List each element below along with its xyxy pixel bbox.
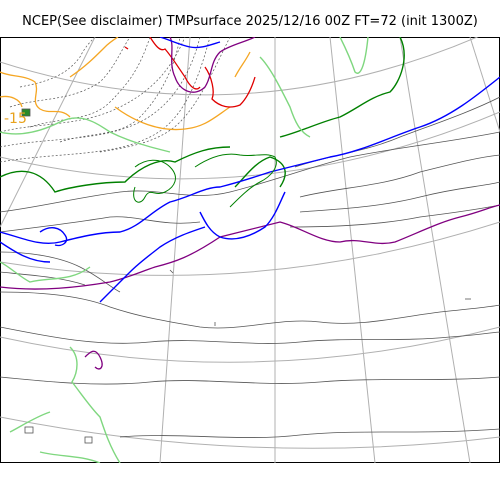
latitude-line xyxy=(0,416,500,449)
dotted-isotherms xyxy=(0,36,231,163)
map-title: NCEP(See disclaimer) TMPsurface 2025/12/… xyxy=(22,14,478,29)
longitude-line xyxy=(469,36,500,133)
latitude-line xyxy=(0,326,500,363)
longitude-lines xyxy=(0,36,500,464)
orange-isotherms xyxy=(0,36,251,131)
longitude-line xyxy=(399,36,471,464)
lightgreen-isotherms xyxy=(0,36,369,464)
latitude-line xyxy=(0,111,500,180)
map-area xyxy=(0,26,500,464)
green-isotherms xyxy=(0,36,405,193)
map-svg xyxy=(0,26,500,464)
red-isotherms xyxy=(124,36,256,108)
blue-isotherms xyxy=(0,36,500,303)
longitude-line xyxy=(0,36,96,228)
island-marks xyxy=(24,269,471,444)
latitude-line xyxy=(0,221,500,276)
contour-label: -15 xyxy=(4,111,27,127)
map-border xyxy=(0,37,500,463)
latitude-line xyxy=(0,26,500,96)
latitude-lines xyxy=(0,26,500,449)
coast-green xyxy=(133,153,277,208)
longitude-line xyxy=(159,36,191,464)
longitude-line xyxy=(329,36,376,464)
purple-isotherms xyxy=(0,36,500,370)
grid-marker xyxy=(21,108,31,117)
